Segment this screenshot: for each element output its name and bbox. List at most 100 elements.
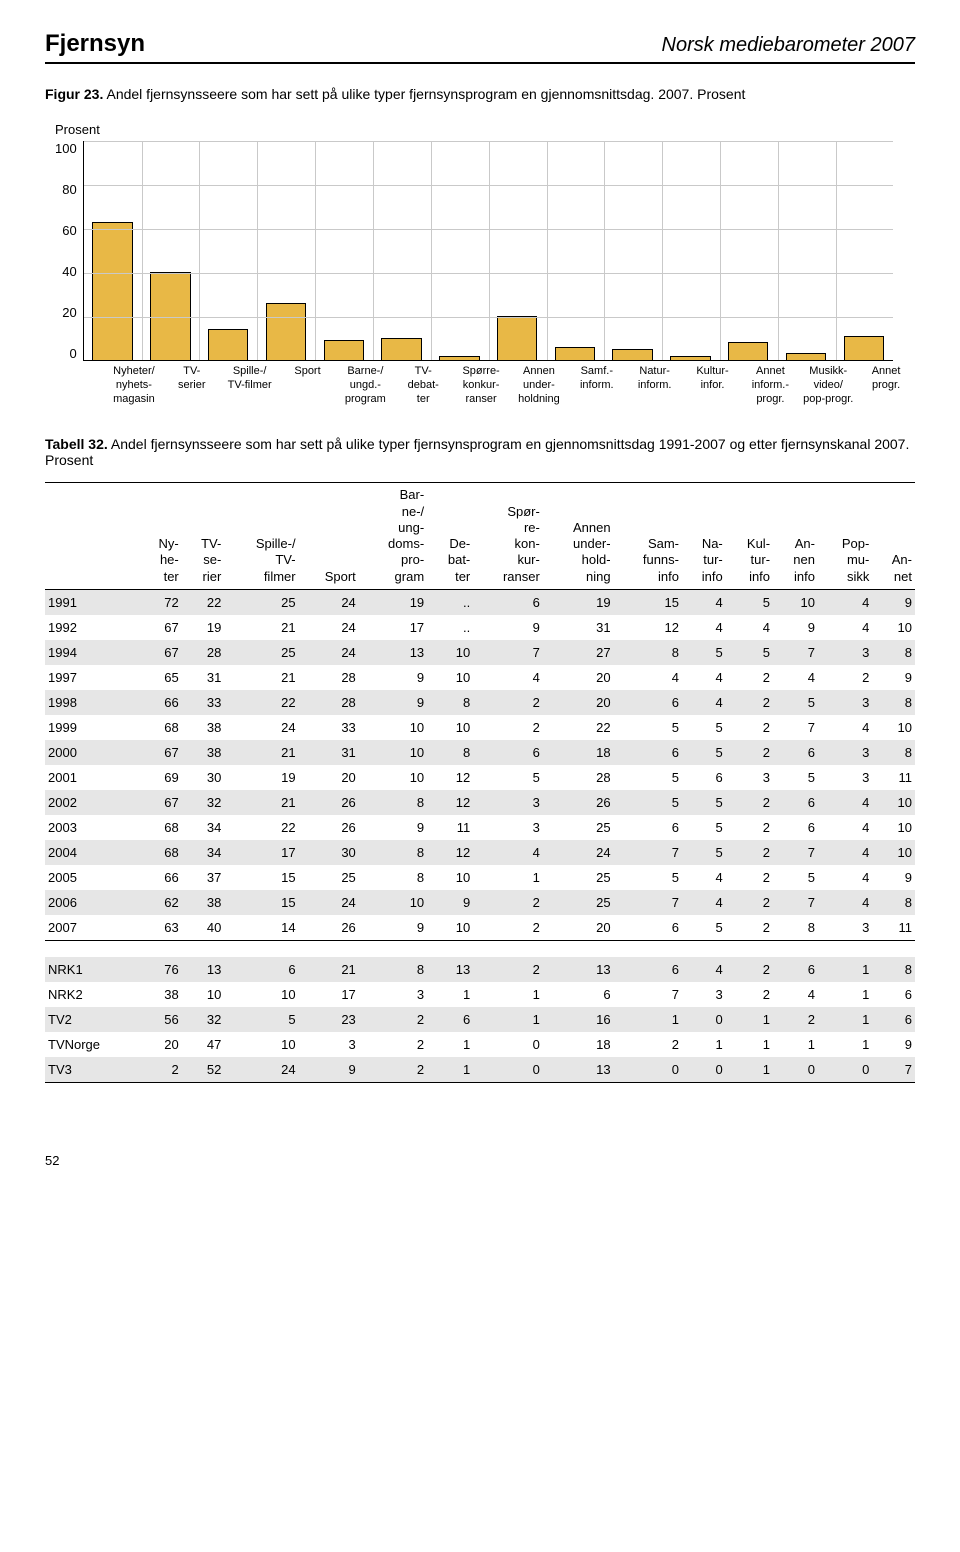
table-cell: 21: [224, 740, 298, 765]
table-cell: ..: [427, 615, 473, 640]
table-cell: 3: [682, 982, 726, 1007]
bar-slot: [373, 141, 431, 360]
table-cell: 8: [872, 740, 915, 765]
x-label: Barne-/ ungd.- program: [336, 365, 394, 406]
table-cell: 22: [543, 715, 614, 740]
table-cell: 4: [682, 890, 726, 915]
table-cell: 14: [224, 915, 298, 941]
table-cell: 1: [682, 1032, 726, 1057]
table-cell: 1: [818, 1032, 872, 1057]
table-cell: 9: [359, 815, 427, 840]
table-cell: 24: [299, 890, 359, 915]
table-cell: 67: [139, 790, 182, 815]
table-cell: 10: [872, 840, 915, 865]
table-cell: 3: [818, 740, 872, 765]
table-cell: 19: [224, 765, 298, 790]
table-cell: 2: [726, 890, 773, 915]
table-cell: 2: [359, 1057, 427, 1083]
table-cell: 27: [543, 640, 614, 665]
table-cell: 2: [473, 890, 543, 915]
table-cell: 6: [773, 957, 818, 982]
table-cell: 10: [182, 982, 225, 1007]
table-cell: 20: [543, 665, 614, 690]
table-cell: 32: [182, 1007, 225, 1032]
table-cell: 4: [614, 665, 682, 690]
table-cell: 4: [818, 715, 872, 740]
table-body-years: 19917222252419..619154510491992671921241…: [45, 589, 915, 940]
table-cell: 1: [473, 865, 543, 890]
figure-caption: Figur 23. Andel fjernsynsseere som har s…: [45, 86, 915, 102]
table-caption-label: Tabell 32.: [45, 436, 108, 452]
table-cell: 15: [224, 865, 298, 890]
table-cell: 9: [872, 665, 915, 690]
table-cell: 7: [473, 640, 543, 665]
row-label: 1992: [45, 615, 139, 640]
table-cell: 38: [182, 715, 225, 740]
table-cell: 8: [359, 840, 427, 865]
bar: [786, 353, 826, 360]
table-header-cell: Annen under- hold- ning: [543, 483, 614, 590]
table-cell: 6: [473, 589, 543, 615]
table-cell: 4: [818, 840, 872, 865]
x-label: TV- serier: [163, 365, 221, 406]
table-cell: 2: [614, 1032, 682, 1057]
table-spacer: [45, 940, 915, 957]
table-cell: 0: [682, 1007, 726, 1032]
table-cell: 31: [182, 665, 225, 690]
table-cell: 13: [359, 640, 427, 665]
table-cell: 20: [139, 1032, 182, 1057]
bar: [612, 349, 652, 360]
table-cell: 2: [726, 840, 773, 865]
table-cell: 9: [359, 665, 427, 690]
table-cell: 18: [543, 740, 614, 765]
table-cell: 7: [773, 640, 818, 665]
table-cell: 5: [614, 865, 682, 890]
table-cell: 68: [139, 840, 182, 865]
table-cell: 6: [543, 982, 614, 1007]
table-cell: 22: [182, 589, 225, 615]
table-row: 19926719212417..93112449410: [45, 615, 915, 640]
v-gridline: [836, 141, 837, 360]
table-cell: 2: [359, 1032, 427, 1057]
v-gridline: [778, 141, 779, 360]
table-cell: 6: [614, 740, 682, 765]
table-cell: 6: [773, 790, 818, 815]
table-cell: 10: [224, 982, 298, 1007]
table-cell: 4: [818, 890, 872, 915]
table-cell: 6: [872, 1007, 915, 1032]
table-row: TV2563252326116101216: [45, 1007, 915, 1032]
table-cell: 10: [427, 715, 473, 740]
table-cell: 2: [473, 957, 543, 982]
v-gridline: [489, 141, 490, 360]
row-label: NRK2: [45, 982, 139, 1007]
table-cell: 4: [773, 982, 818, 1007]
table-cell: 20: [543, 690, 614, 715]
table-cell: 8: [872, 690, 915, 715]
table-cell: 2: [818, 665, 872, 690]
table-cell: 5: [682, 815, 726, 840]
table-cell: 10: [359, 715, 427, 740]
bar: [266, 303, 306, 360]
bar: [439, 356, 479, 360]
v-gridline: [604, 141, 605, 360]
chart-ylabel: Prosent: [55, 122, 915, 137]
table-cell: 3: [299, 1032, 359, 1057]
table-cell: 3: [473, 815, 543, 840]
table-cell: 38: [182, 740, 225, 765]
x-label: Spille-/ TV-filmer: [221, 365, 279, 406]
table-cell: 37: [182, 865, 225, 890]
table-cell: 16: [543, 1007, 614, 1032]
table-cell: 4: [818, 615, 872, 640]
table-cell: 4: [682, 690, 726, 715]
table-cell: 40: [182, 915, 225, 941]
table-row: NRK17613621813213642618: [45, 957, 915, 982]
y-ticks: 100806040200: [55, 141, 83, 361]
table-cell: 2: [726, 957, 773, 982]
table-cell: 5: [614, 790, 682, 815]
bar-slot: [835, 141, 893, 360]
table-cell: 33: [299, 715, 359, 740]
table-cell: 8: [773, 915, 818, 941]
y-tick: 0: [55, 346, 77, 361]
table-cell: 10: [427, 915, 473, 941]
table-header-row: Ny- he- terTV- se- rierSpille-/ TV- film…: [45, 483, 915, 590]
